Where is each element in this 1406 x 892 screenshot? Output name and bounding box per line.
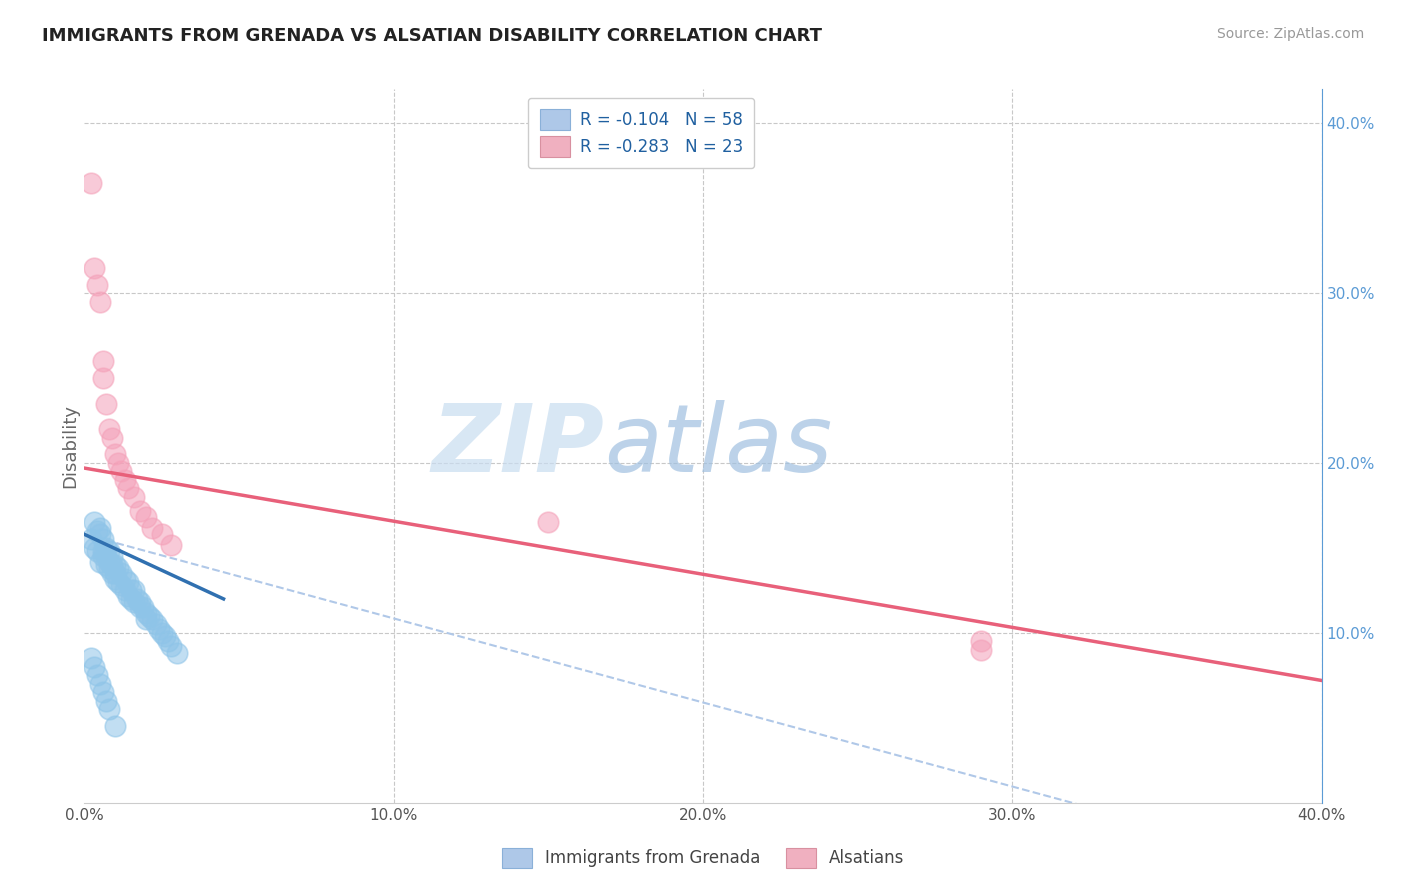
Point (970, 634, 993, 648)
Point (135, 606, 157, 620)
Point (101, 430, 124, 444)
Text: IMMIGRANTS FROM GRENADA VS ALSATIAN DISABILITY CORRELATION CHART: IMMIGRANTS FROM GRENADA VS ALSATIAN DISA… (42, 27, 823, 45)
Point (122, 595, 145, 609)
Point (145, 617, 167, 632)
Point (129, 503, 152, 517)
Text: atlas: atlas (605, 401, 832, 491)
Point (79, 176, 101, 190)
Point (120, 583, 142, 598)
Point (156, 634, 179, 648)
Point (89, 677, 111, 691)
Point (166, 646, 188, 660)
Point (107, 456, 129, 470)
Point (117, 574, 139, 589)
Point (537, 516, 560, 530)
Point (141, 612, 163, 626)
Point (114, 473, 136, 487)
Text: ZIP: ZIP (432, 400, 605, 492)
Point (86, 277, 108, 292)
Point (98, 702, 121, 716)
Point (122, 490, 145, 504)
Point (132, 600, 155, 615)
Point (101, 566, 124, 581)
Point (91, 533, 114, 547)
Point (86, 668, 108, 682)
Point (125, 591, 148, 606)
Point (91, 371, 114, 385)
Point (98, 561, 121, 575)
Point (153, 629, 176, 643)
Legend: Immigrants from Grenada, Alsatians: Immigrants from Grenada, Alsatians (495, 841, 911, 875)
Point (110, 566, 132, 581)
Point (91, 685, 114, 699)
Point (98, 422, 121, 436)
Point (86, 544, 108, 558)
Point (94, 549, 117, 564)
Point (89, 555, 111, 569)
Point (107, 574, 129, 589)
Point (122, 583, 145, 598)
Point (89, 520, 111, 534)
Point (114, 583, 136, 598)
Point (101, 549, 124, 564)
Point (89, 527, 111, 541)
Point (83, 541, 105, 555)
Point (970, 643, 993, 657)
Point (104, 719, 127, 733)
Y-axis label: Disability: Disability (60, 404, 79, 488)
Point (110, 465, 132, 479)
Point (91, 549, 114, 564)
Text: Source: ZipAtlas.com: Source: ZipAtlas.com (1216, 27, 1364, 41)
Point (79, 533, 101, 547)
Legend: R = -0.104   N = 58, R = -0.283   N = 23: R = -0.104 N = 58, R = -0.283 N = 23 (527, 97, 755, 169)
Point (101, 558, 124, 572)
Point (104, 572, 127, 586)
Point (104, 448, 127, 462)
Point (129, 600, 152, 615)
Point (89, 294, 111, 309)
Point (120, 591, 142, 606)
Point (94, 396, 117, 410)
Point (129, 595, 152, 609)
Point (104, 566, 127, 581)
Point (135, 510, 157, 524)
Point (138, 608, 160, 623)
Point (98, 555, 121, 569)
Point (160, 537, 183, 551)
Point (148, 623, 170, 637)
Point (83, 516, 105, 530)
Point (94, 694, 117, 708)
Point (86, 524, 108, 538)
Point (83, 660, 105, 674)
Point (94, 541, 117, 555)
Point (91, 354, 114, 368)
Point (160, 640, 183, 654)
Point (135, 612, 157, 626)
Point (91, 544, 114, 558)
Point (150, 527, 173, 541)
Point (79, 651, 101, 665)
Point (141, 520, 163, 534)
Point (110, 578, 132, 592)
Point (107, 561, 129, 575)
Point (104, 558, 127, 572)
Point (83, 260, 105, 275)
Point (150, 626, 173, 640)
Point (94, 558, 117, 572)
Point (117, 482, 139, 496)
Point (98, 544, 121, 558)
Point (117, 589, 139, 603)
Point (114, 572, 136, 586)
